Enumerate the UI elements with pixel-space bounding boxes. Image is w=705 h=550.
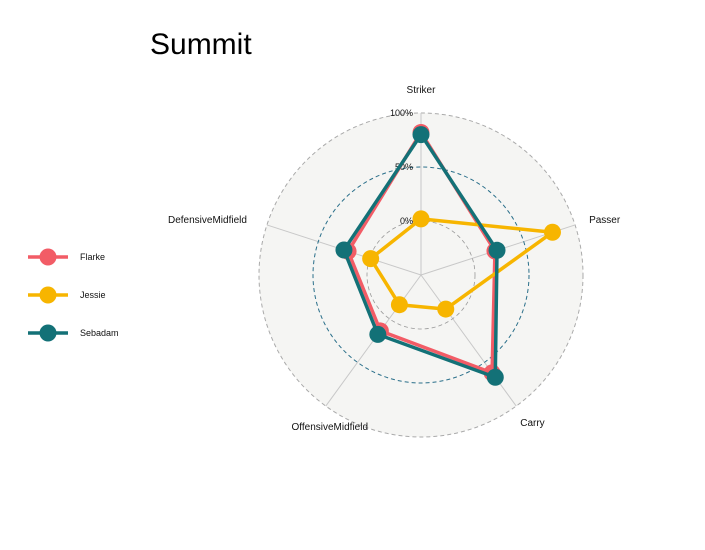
chart-title: Summit [150,28,252,61]
point-jessie-offensivemidfield [390,296,408,314]
axis-label-carry: Carry [520,418,544,429]
grid-label-2: 100% [390,108,413,118]
point-jessie-passer [543,223,561,241]
axis-label-striker: Striker [407,85,437,96]
axis-label-passer: Passer [589,215,621,226]
grid-label-0: 0% [400,216,413,226]
point-jessie-carry [437,300,455,318]
point-sebadam-striker [412,126,430,144]
point-jessie-defensivemidfield [362,250,380,268]
legend-label-jessie: Jessie [80,290,106,300]
grid-ring-1 [312,166,530,384]
point-jessie-striker [412,210,430,228]
grid-label-1: 50% [395,162,413,172]
legend-marker-flarke [39,248,57,266]
legend-marker-jessie [39,286,57,304]
spoke-carry [420,274,517,407]
point-sebadam-defensivemidfield [335,241,353,259]
legend-label-flarke: Flarke [80,252,105,262]
axis-label-offensivemidfield: OffensiveMidfield [292,422,369,433]
point-sebadam-carry [486,368,504,386]
legend-marker-sebadam [39,324,57,342]
axis-label-defensivemidfield: DefensiveMidfield [168,215,247,226]
legend-label-sebadam: Sebadam [80,328,119,338]
point-sebadam-offensivemidfield [369,325,387,343]
series-line-sebadam [342,132,499,379]
point-sebadam-passer [488,241,506,259]
series-line-jessie [368,217,555,311]
